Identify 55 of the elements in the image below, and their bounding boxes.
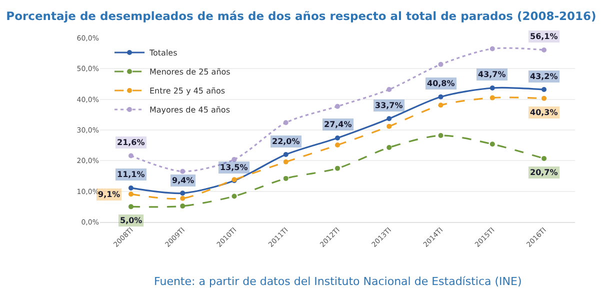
data-label: 43,2% — [530, 72, 558, 81]
point — [386, 116, 392, 122]
point — [335, 166, 340, 171]
point — [335, 104, 340, 109]
point — [542, 156, 547, 162]
point — [438, 133, 444, 138]
point — [386, 124, 392, 129]
data-label: 9,4% — [172, 176, 194, 185]
point — [490, 46, 495, 52]
point — [283, 176, 288, 181]
data-label: 9,1% — [98, 190, 120, 199]
point — [335, 142, 340, 148]
point — [283, 159, 288, 164]
data-label: 56,1% — [530, 32, 558, 41]
data-label: 13,5% — [220, 163, 248, 172]
data-label: 40,3% — [530, 108, 558, 117]
source-note: Fuente: a partir de datos del Instituto Nacional de Estadística (INE) — [154, 275, 522, 288]
point — [542, 87, 547, 92]
point — [180, 168, 186, 174]
point — [283, 120, 288, 126]
point — [542, 96, 547, 101]
data-label: 21,6% — [117, 138, 145, 147]
point — [386, 87, 392, 92]
data-label: 20,7% — [530, 168, 558, 177]
data-label: 40,8% — [427, 79, 455, 88]
data-label: 33,7% — [375, 101, 403, 110]
point — [438, 94, 444, 100]
point — [490, 85, 495, 90]
point — [128, 204, 134, 210]
point — [438, 62, 444, 67]
data-label: 11,1% — [117, 170, 145, 179]
legend-label: Totales — [148, 48, 178, 58]
legend-label: Menores de 25 años — [150, 68, 230, 77]
legend-label: Mayores de 45 años — [150, 106, 230, 115]
point — [542, 47, 547, 52]
point — [438, 102, 444, 108]
data-label: 27,4% — [324, 120, 352, 129]
point — [128, 153, 134, 158]
point — [180, 196, 186, 201]
point — [180, 190, 186, 196]
point — [128, 185, 134, 190]
chart-title: Porcentaje de desempleados de más de dos años respecto al total de parados (2008-2016) — [6, 9, 596, 24]
point — [283, 152, 288, 158]
point — [232, 194, 237, 199]
point — [490, 142, 495, 147]
point — [232, 156, 237, 162]
point — [490, 95, 495, 100]
data-label: 22,0% — [272, 137, 300, 146]
point — [335, 135, 340, 140]
point — [386, 144, 392, 150]
point — [128, 192, 134, 197]
point — [180, 204, 186, 209]
data-label: 5,0% — [120, 216, 142, 225]
legend-label: Entre 25 y 45 años — [150, 86, 226, 96]
data-label: 43,7% — [478, 70, 506, 79]
